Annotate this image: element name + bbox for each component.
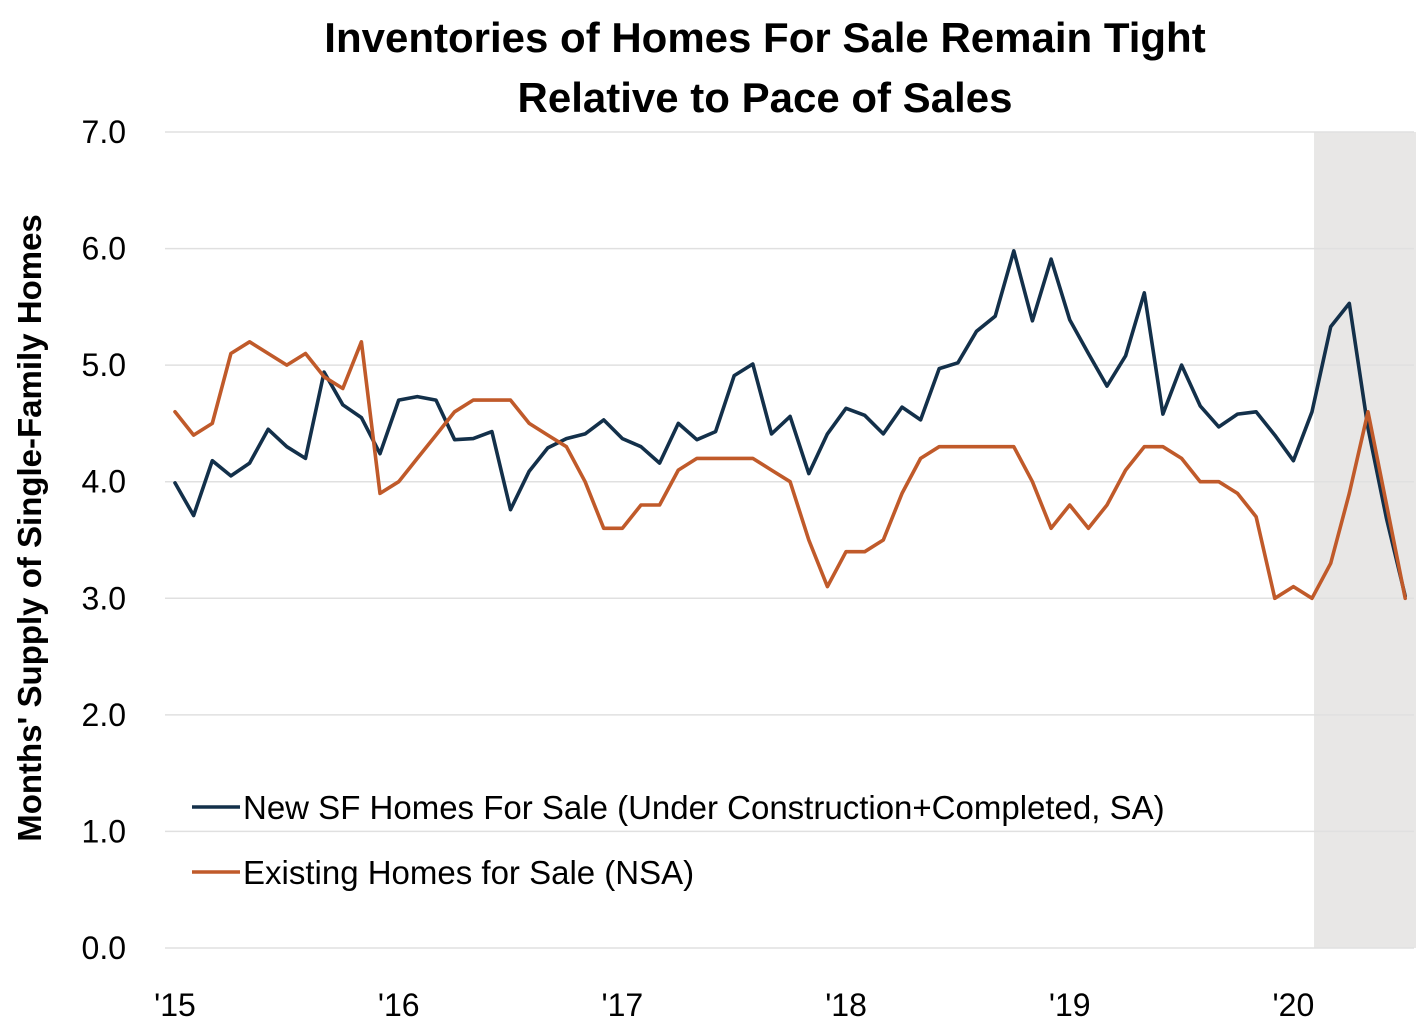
x-tick-label: '17: [602, 987, 644, 1023]
y-tick-label: 7.0: [82, 114, 126, 150]
shaded-region: [1314, 132, 1416, 948]
y-tick-label: 5.0: [82, 347, 126, 383]
series-line-1: [173, 249, 1407, 598]
y-tick-label: 3.0: [82, 580, 126, 616]
y-tick-label: 0.0: [82, 930, 126, 966]
y-tick-label: 1.0: [82, 813, 126, 849]
chart-title-line-2: Relative to Pace of Sales: [517, 74, 1013, 121]
x-tick-label: '16: [378, 987, 420, 1023]
chart-title: Inventories of Homes For Sale Remain Tig…: [0, 8, 1421, 128]
y-tick-label: 4.0: [82, 464, 126, 500]
chart-title-line-1: Inventories of Homes For Sale Remain Tig…: [324, 14, 1206, 61]
x-tick-label: '18: [825, 987, 867, 1023]
y-tick-label: 6.0: [82, 231, 126, 267]
x-tick-label: '15: [154, 987, 196, 1023]
x-tick-label: '19: [1049, 987, 1091, 1023]
legend-label: New SF Homes For Sale (Under Constructio…: [243, 789, 1165, 826]
y-tick-label: 2.0: [82, 697, 126, 733]
series-line-2: [173, 339, 1407, 601]
legend-label: Existing Homes for Sale (NSA): [243, 854, 694, 891]
x-tick-label: '20: [1273, 987, 1315, 1023]
